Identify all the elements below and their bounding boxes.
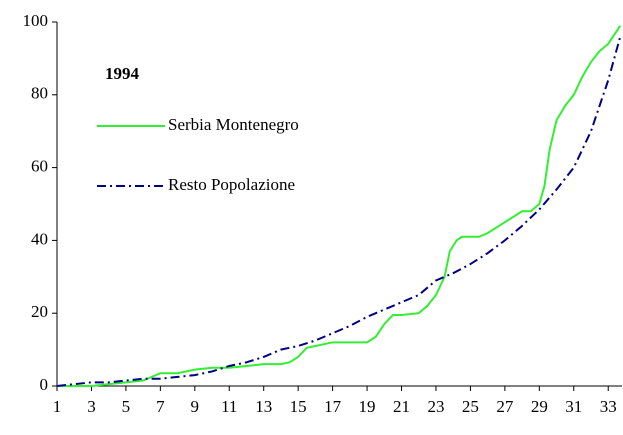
x-tick-label: 1: [53, 397, 62, 416]
legend-title: 1994: [105, 64, 140, 83]
series-line: [57, 25, 622, 387]
x-tick-label: 9: [191, 397, 200, 416]
legend-label: Serbia Montenegro: [168, 115, 299, 134]
legend-label: Resto Popolazione: [168, 175, 295, 194]
x-tick-label: 27: [496, 397, 514, 416]
x-tick-label: 21: [393, 397, 410, 416]
y-tick-label: 20: [31, 302, 48, 321]
x-tick-label: 33: [600, 397, 617, 416]
x-tick-label: 29: [531, 397, 548, 416]
x-tick-label: 19: [359, 397, 376, 416]
y-tick-label: 0: [40, 375, 49, 394]
x-tick-label: 31: [565, 397, 582, 416]
y-tick-label: 60: [31, 157, 48, 176]
x-tick-label: 17: [324, 397, 342, 416]
series-line: [56, 36, 622, 387]
x-tick-label: 11: [221, 397, 237, 416]
x-tick-label: 3: [87, 397, 96, 416]
y-tick-label: 100: [23, 11, 49, 30]
x-tick-label: 7: [156, 397, 165, 416]
x-tick-label: 25: [462, 397, 479, 416]
x-tick-label: 5: [122, 397, 131, 416]
x-tick-label: 15: [290, 397, 307, 416]
y-tick-label: 80: [31, 84, 48, 103]
y-tick-label: 40: [31, 229, 48, 248]
x-tick-label: 13: [255, 397, 272, 416]
x-tick-label: 23: [427, 397, 444, 416]
